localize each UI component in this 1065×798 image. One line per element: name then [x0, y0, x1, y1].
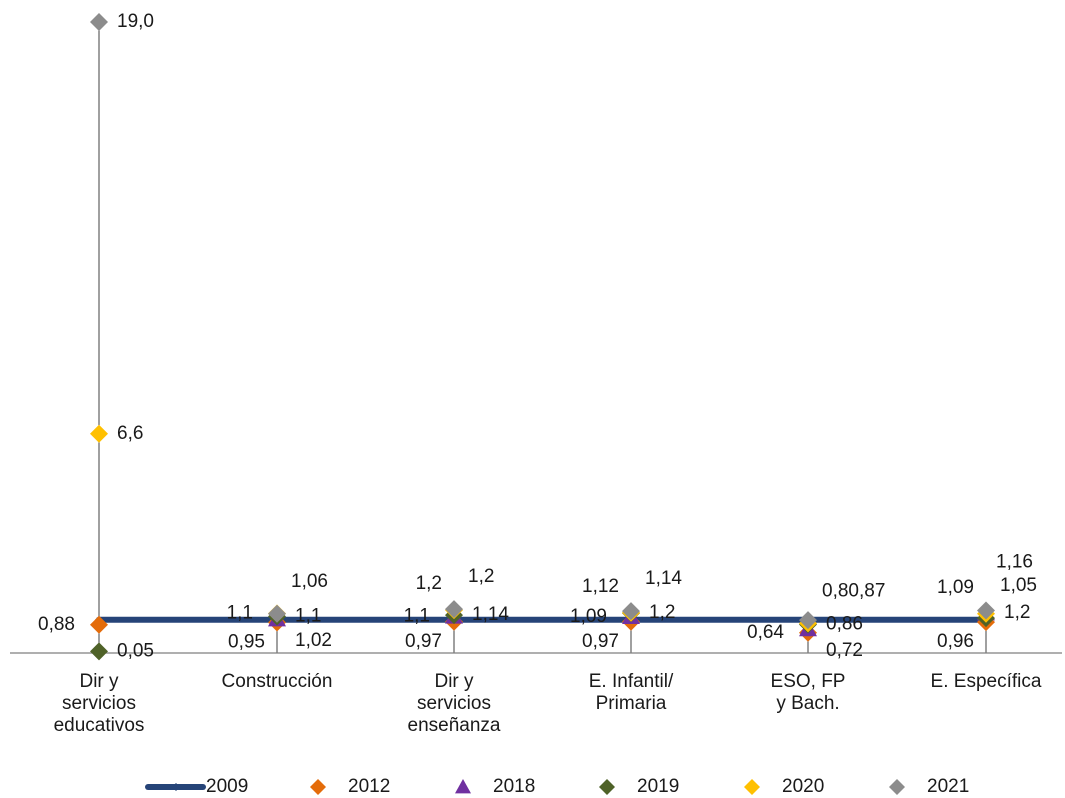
data-label-0-2: 0,88 — [38, 614, 75, 635]
data-label-3-0: 1,12 — [582, 576, 619, 597]
legend-marker-swatch — [310, 779, 326, 795]
data-label-2-3: 1,14 — [472, 604, 509, 625]
category-label-line: y Bach. — [776, 693, 839, 714]
data-label-1-4: 1,02 — [295, 630, 332, 651]
drop-lines — [98, 22, 987, 653]
legend-label: 2018 — [493, 776, 535, 797]
data-label-2-0: 1,2 — [416, 573, 442, 594]
legend-marker-swatch — [172, 783, 180, 791]
legend-item-2018: 2018 — [455, 776, 535, 797]
category-label-line: Primaria — [596, 693, 667, 714]
category-label-4: ESO, FP y Bach. — [771, 671, 846, 714]
data-label-5-0: 1,16 — [996, 551, 1033, 572]
legend-marker-swatch — [889, 779, 905, 795]
legend-marker-swatch — [599, 779, 615, 795]
legend-item-2020: 2020 — [744, 776, 824, 797]
legend-item-2021: 2021 — [889, 776, 969, 797]
data-label-0-1: 6,6 — [117, 423, 143, 444]
data-label-5-3: 1,2 — [1004, 602, 1030, 623]
point-2021-3 — [622, 602, 640, 621]
data-label-3-3: 1,2 — [649, 602, 675, 623]
data-labels: 19,0 6,6 0,88 0,05 1,06 1,1 1,1 0,95 1,02 1,2 1,2 1… — [38, 11, 1037, 661]
data-label-3-1: 1,14 — [645, 568, 682, 589]
legend-label: 2019 — [637, 776, 679, 797]
data-label-1-2: 1,1 — [295, 605, 321, 626]
data-label-4-3: 0,72 — [826, 640, 863, 661]
data-label-5-4: 0,96 — [937, 631, 974, 652]
data-label-4-1: 0,64 — [747, 622, 784, 643]
category-label-line: servicios — [417, 693, 491, 714]
legend-label: 2021 — [927, 776, 969, 797]
legend-item-2012: 2012 — [310, 776, 390, 797]
legend-item-2019: 2019 — [599, 776, 679, 797]
category-label-line: E. Específica — [931, 671, 1042, 692]
category-label-line: Construcción — [222, 671, 333, 692]
category-label-line: enseñanza — [408, 715, 501, 736]
point-2021-1 — [268, 604, 286, 623]
legend-label: 2020 — [782, 776, 824, 797]
point-2021-5 — [977, 601, 995, 620]
legend-marker-swatch — [744, 779, 760, 795]
point-2020-0 — [90, 424, 108, 443]
category-label-line: E. Infantil/ — [589, 671, 674, 692]
data-label-1-1: 1,1 — [227, 602, 253, 623]
legend-label: 2009 — [206, 776, 248, 797]
category-label-line: educativos — [54, 715, 145, 736]
category-label-line: ESO, FP — [771, 671, 846, 692]
category-label-2: Dir y servicios enseñanza — [408, 671, 501, 736]
data-label-2-4: 0,97 — [405, 631, 442, 652]
category-label-line: servicios — [62, 693, 136, 714]
data-points — [90, 13, 995, 661]
point-2012-0 — [90, 615, 108, 634]
data-label-5-2: 1,05 — [1000, 575, 1037, 596]
category-label-line: Dir y — [79, 671, 119, 692]
data-label-1-3: 0,95 — [228, 631, 265, 652]
data-label-3-2: 1,09 — [570, 606, 607, 627]
category-label-1: Construcción — [222, 671, 333, 692]
point-2019-0 — [90, 642, 108, 661]
category-label-3: E. Infantil/Primaria — [589, 671, 674, 714]
point-2021-0 — [90, 13, 108, 31]
category-label-5: E. Específica — [931, 671, 1042, 692]
data-label-4-0: 0,80,87 — [822, 580, 885, 601]
data-label-5-1: 1,09 — [937, 577, 974, 598]
legend-label: 2012 — [348, 776, 390, 797]
data-label-4-2: 0,86 — [826, 613, 863, 634]
point-2021-4 — [799, 611, 817, 630]
data-label-2-1: 1,2 — [468, 566, 494, 587]
data-label-2-2: 1,1 — [404, 605, 430, 626]
point-2021-2 — [445, 600, 463, 619]
category-label-line: Dir y — [434, 671, 474, 692]
legend: 2009 2012 2018 2019 2020 2021 — [145, 776, 969, 797]
data-label-0-3: 0,05 — [117, 640, 154, 661]
category-label-0: Dir y servicios educativos — [54, 671, 145, 736]
data-label-0-0: 19,0 — [117, 11, 154, 32]
data-label-3-4: 0,97 — [582, 631, 619, 652]
legend-marker-swatch — [455, 779, 471, 794]
legend-item-2009: 2009 — [145, 776, 248, 797]
data-label-1-0: 1,06 — [291, 571, 328, 592]
